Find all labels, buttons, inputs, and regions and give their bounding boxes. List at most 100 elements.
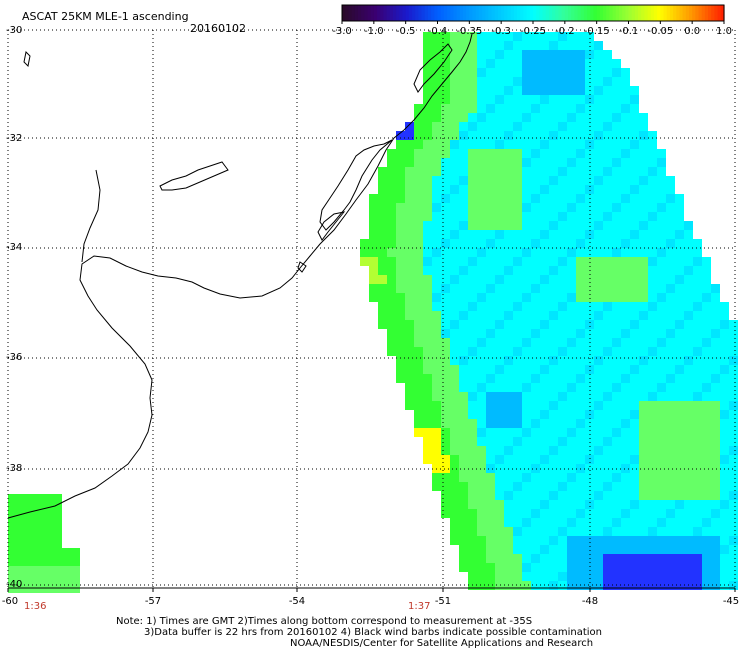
swath-cell	[639, 131, 648, 140]
swath-cell	[684, 509, 693, 518]
swath-cell	[702, 356, 711, 365]
swath-cell	[666, 509, 675, 518]
swath-cell	[657, 275, 666, 284]
swath-cell	[369, 212, 378, 221]
swath-cell	[522, 365, 531, 374]
swath-cell	[396, 185, 405, 194]
swath-cell	[540, 275, 549, 284]
swath-cell	[594, 311, 603, 320]
swath-cell	[8, 503, 17, 512]
swath-cell	[522, 113, 531, 122]
swath-cell	[693, 248, 702, 257]
swath-cell	[657, 374, 666, 383]
swath-cell	[576, 428, 585, 437]
swath-cell	[603, 257, 612, 266]
swath-cell	[621, 140, 630, 149]
swath-cell	[540, 518, 549, 527]
swath-cell	[630, 482, 639, 491]
swath-cell	[648, 194, 657, 203]
swath-cell	[648, 257, 657, 266]
swath-cell	[459, 545, 468, 554]
swath-cell	[414, 203, 423, 212]
swath-cell	[702, 401, 711, 410]
swath-cell	[621, 482, 630, 491]
swath-cell	[504, 419, 513, 428]
swath-cell	[558, 491, 567, 500]
swath-cell	[549, 455, 558, 464]
swath-cell	[486, 293, 495, 302]
swath-cell	[549, 221, 558, 230]
swath-cell	[612, 527, 621, 536]
swath-cell	[378, 311, 387, 320]
swath-cell	[711, 437, 720, 446]
swath-cell	[702, 329, 711, 338]
swath-cell	[576, 491, 585, 500]
swath-cell	[17, 557, 26, 566]
swath-cell	[450, 464, 459, 473]
swath-cell	[666, 536, 675, 545]
swath-cell	[495, 509, 504, 518]
colorbar-segment	[450, 5, 455, 21]
swath-cell	[558, 464, 567, 473]
swath-cell	[612, 419, 621, 428]
swath-cell	[675, 464, 684, 473]
swath-cell	[396, 284, 405, 293]
swath-cell	[594, 302, 603, 311]
swath-cell	[459, 383, 468, 392]
swath-cell	[702, 491, 711, 500]
swath-cell	[603, 410, 612, 419]
swath-cell	[62, 575, 71, 584]
swath-cell	[567, 491, 576, 500]
swath-cell	[17, 530, 26, 539]
swath-cell	[513, 410, 522, 419]
swath-cell	[720, 563, 729, 572]
swath-cell	[495, 428, 504, 437]
swath-cell	[585, 293, 594, 302]
swath-cell	[702, 347, 711, 356]
swath-cell	[486, 284, 495, 293]
swath-cell	[630, 104, 639, 113]
swath-cell	[405, 212, 414, 221]
colorbar-segment	[507, 5, 512, 21]
swath-cell	[648, 356, 657, 365]
swath-cell	[621, 230, 630, 239]
swath-cell	[576, 374, 585, 383]
colorbar-segment	[453, 5, 458, 21]
swath-cell	[504, 140, 513, 149]
swath-cell	[35, 512, 44, 521]
swath-cell	[522, 221, 531, 230]
swath-cell	[612, 158, 621, 167]
swath-cell	[414, 365, 423, 374]
swath-cell	[414, 149, 423, 158]
swath-cell	[594, 122, 603, 131]
swath-cell	[603, 473, 612, 482]
swath-cell	[630, 545, 639, 554]
swath-cell	[549, 149, 558, 158]
swath-cell	[657, 572, 666, 581]
swath-cell	[666, 230, 675, 239]
swath-cell	[603, 113, 612, 122]
swath-cell	[441, 140, 450, 149]
swath-cell	[720, 338, 729, 347]
swath-cell	[522, 437, 531, 446]
swath-cell	[621, 554, 630, 563]
swath-cell	[423, 149, 432, 158]
swath-cell	[594, 374, 603, 383]
swath-cell	[639, 230, 648, 239]
swath-cell	[513, 536, 522, 545]
colorbar-segment	[631, 5, 636, 21]
swath-cell	[441, 113, 450, 122]
swath-cell	[630, 221, 639, 230]
swath-cell	[459, 473, 468, 482]
swath-cell	[450, 419, 459, 428]
swath-cell	[53, 575, 62, 584]
swath-cell	[459, 518, 468, 527]
swath-cell	[405, 401, 414, 410]
swath-cell	[576, 338, 585, 347]
swath-cell	[459, 239, 468, 248]
swath-cell	[675, 401, 684, 410]
swath-cell	[504, 257, 513, 266]
swath-cell	[612, 563, 621, 572]
swath-cell	[450, 248, 459, 257]
swath-cell	[567, 554, 576, 563]
